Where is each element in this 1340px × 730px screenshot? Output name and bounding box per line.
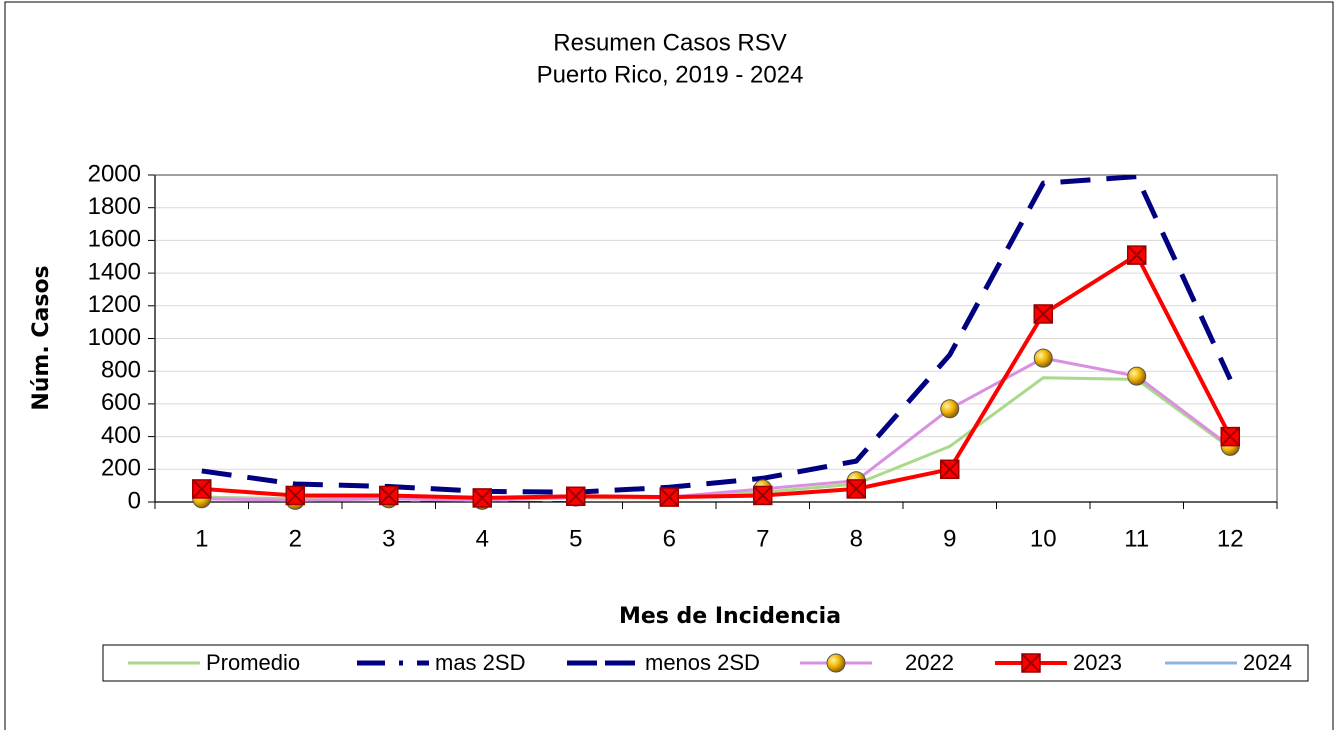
- point: [192, 479, 212, 499]
- point: [1033, 348, 1053, 368]
- point-cross: [846, 479, 866, 499]
- y-axis-label: Núm. Casos: [29, 265, 54, 410]
- point: [1220, 426, 1240, 447]
- point: [753, 485, 773, 506]
- legend-box: [102, 644, 1309, 682]
- x-axis-label: Mes de Incidencia: [619, 604, 841, 629]
- y-tick-label: 1800: [88, 193, 141, 220]
- y-tick-label: 0: [128, 487, 141, 514]
- x-tick-label: 4: [476, 525, 489, 552]
- legend-label: 2024: [1243, 650, 1292, 675]
- y-tick-label: 1400: [88, 258, 141, 285]
- point: [566, 486, 586, 507]
- chart-title: Resumen Casos RSV: [553, 29, 786, 56]
- y-tick-label: 400: [101, 422, 141, 449]
- y-tick-label: 1000: [88, 324, 141, 351]
- point-cross: [940, 459, 960, 480]
- x-tick-label: 3: [382, 525, 395, 552]
- point-cross: [659, 487, 679, 507]
- point-cross: [1220, 426, 1240, 447]
- series-line: [201, 175, 1233, 495]
- point: [940, 459, 960, 480]
- x-tick-label: 7: [756, 525, 769, 552]
- x-tick-label: 11: [1124, 525, 1149, 552]
- point: [826, 653, 846, 673]
- x-tick-label: 10: [1030, 525, 1057, 552]
- series-line: [201, 356, 1232, 502]
- point: [1127, 366, 1147, 386]
- point: [659, 487, 679, 507]
- y-tick-label: 200: [101, 455, 141, 482]
- point: [379, 485, 399, 506]
- series-line: [201, 253, 1233, 500]
- point: [1021, 653, 1041, 673]
- series-line: [372, 501, 601, 502]
- point: [472, 488, 492, 508]
- y-tick-label: 1600: [88, 226, 141, 253]
- point-cross: [1021, 653, 1041, 673]
- x-tick-label: 2: [289, 525, 302, 552]
- point-cross: [753, 485, 773, 506]
- point-cross: [192, 479, 212, 499]
- point: [940, 399, 960, 419]
- legend-label: Promedio: [206, 650, 300, 675]
- x-tick-label: 9: [943, 525, 956, 552]
- legend-label: menos 2SD: [645, 650, 760, 675]
- point-cross: [566, 486, 586, 506]
- point: [846, 479, 866, 499]
- x-tick-label: 6: [663, 525, 676, 552]
- y-tick-label: 800: [101, 357, 141, 384]
- x-tick-label: 12: [1217, 525, 1244, 552]
- y-tick-label: 600: [101, 389, 141, 416]
- point-cross: [1033, 304, 1053, 324]
- x-tick-label: 5: [569, 525, 582, 552]
- y-tick-label: 2000: [88, 160, 141, 187]
- point-cross: [472, 488, 492, 508]
- point-cross: [285, 485, 305, 506]
- point: [1127, 245, 1147, 265]
- legend-label: 2022: [905, 650, 954, 675]
- x-tick-label: 8: [850, 525, 863, 552]
- point-cross: [1127, 245, 1147, 265]
- y-tick-label: 1200: [88, 291, 141, 318]
- point: [285, 485, 305, 506]
- point: [1033, 304, 1053, 324]
- point-cross: [379, 485, 399, 506]
- frame: [4, 1, 1334, 730]
- chart-subtitle: Puerto Rico, 2019 - 2024: [537, 61, 804, 88]
- x-tick-label: 1: [195, 525, 208, 552]
- plot-clip: [201, 175, 1233, 502]
- legend-label: mas 2SD: [435, 650, 525, 675]
- legend-label: 2023: [1073, 650, 1122, 675]
